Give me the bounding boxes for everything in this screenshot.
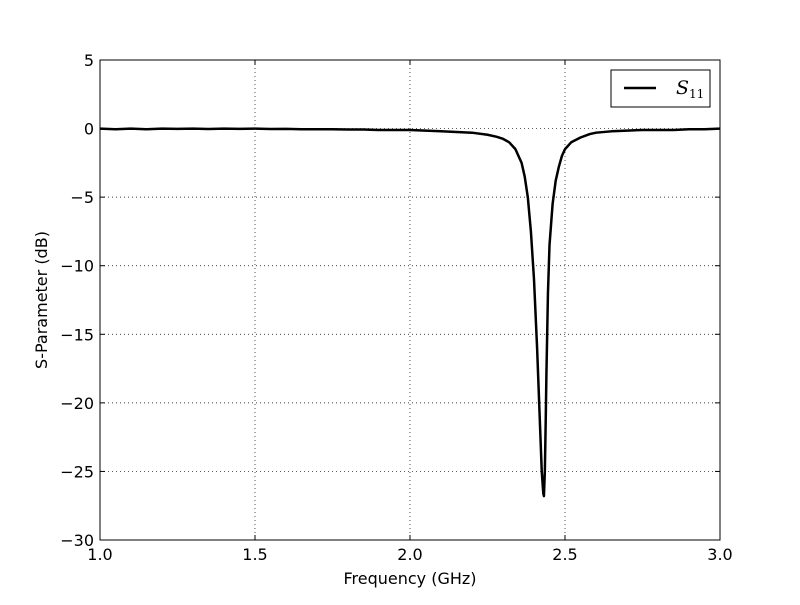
tick-layer: 1.0 1.5 2.0 2.5 3.0 5 0 −5 −10 −15 −20 −25 −30 <box>60 51 732 564</box>
x-tick-label: 2.0 <box>397 545 422 564</box>
series-line-s11 <box>99 127 721 498</box>
x-tick-label: 1.0 <box>87 545 112 564</box>
y-tick-label: 5 <box>84 51 94 70</box>
y-tick-label: −25 <box>60 462 94 481</box>
series-layer <box>99 127 721 498</box>
y-tick-label: 0 <box>84 120 94 139</box>
y-axis-label: S-Parameter (dB) <box>32 231 51 369</box>
y-tick-label: −20 <box>60 394 94 413</box>
x-axis-label: Frequency (GHz) <box>343 569 476 588</box>
x-tick-label: 1.5 <box>242 545 267 564</box>
legend-label-main: S <box>676 77 689 99</box>
grid-layer <box>100 60 720 540</box>
y-tick-label: −5 <box>70 188 94 207</box>
legend-label: S11 <box>676 77 704 101</box>
y-tick-label: −15 <box>60 325 94 344</box>
legend: S11 <box>610 69 711 108</box>
y-tick-label: −10 <box>60 257 94 276</box>
y-tick-label: −30 <box>60 531 94 550</box>
x-tick-label: 2.5 <box>552 545 577 564</box>
legend-label-subscript: 11 <box>689 87 704 101</box>
x-tick-label: 3.0 <box>707 545 732 564</box>
